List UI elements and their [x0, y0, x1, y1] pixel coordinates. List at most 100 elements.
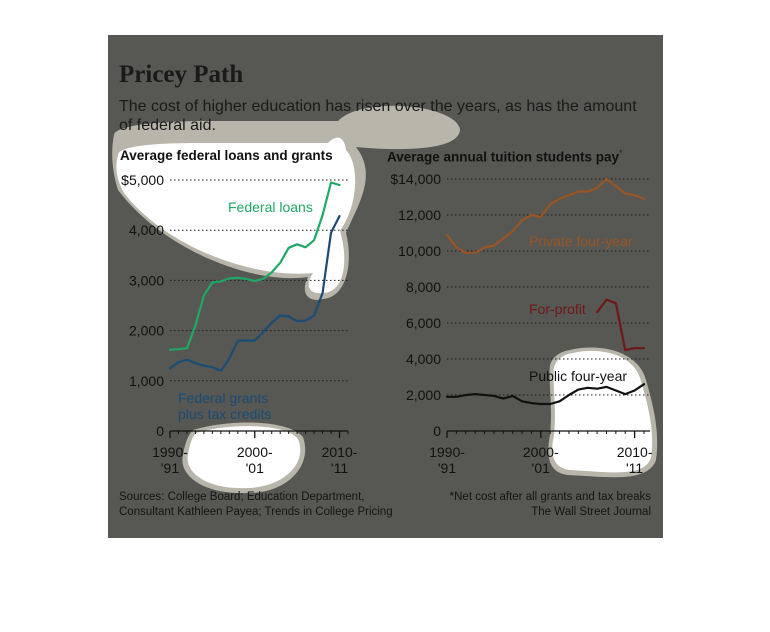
- chart-panel: Pricey Path The cost of higher education…: [108, 35, 663, 538]
- tuition-chart-data-point: [549, 403, 552, 405]
- tuition-chart-data-point: [633, 389, 636, 392]
- loans-chart-data-point: [270, 321, 273, 324]
- credit-text: The Wall Street Journal: [531, 506, 651, 518]
- tuition-chart-series-label: For-profit: [529, 301, 586, 317]
- tuition-chart-data-point: [605, 178, 608, 180]
- loans-chart-data-point: [236, 339, 239, 342]
- loans-chart-title: Average federal loans and grants: [120, 148, 333, 163]
- tuition-chart-data-point: [464, 251, 467, 254]
- loans-chart-x-tick-label: 2010-: [322, 444, 358, 460]
- loans-chart-data-point: [287, 246, 290, 249]
- tuition-chart-y-tick-label: $14,000: [390, 171, 441, 187]
- footnote-credit: *Net cost after all grants and tax break…: [450, 490, 651, 520]
- tuition-footnote-mark: *: [619, 148, 623, 158]
- loans-chart-data-point: [253, 280, 256, 282]
- tuition-chart-data-point: [633, 347, 636, 350]
- tuition-chart-data-point: [643, 347, 645, 350]
- tuition-chart-data-point: [446, 233, 448, 236]
- tuition-chart-x-tick-label: '11: [626, 460, 643, 476]
- highlight-blob: [552, 350, 653, 473]
- loans-chart-data-point: [262, 331, 265, 334]
- tuition-chart-y-tick-label: 10,000: [398, 243, 441, 259]
- loans-chart-data-point: [313, 239, 315, 242]
- tuition-chart-data-point: [596, 387, 598, 390]
- loans-chart-data-point: [194, 362, 197, 365]
- tuition-chart-data-point: [483, 246, 486, 249]
- tuition-chart-data-point: [605, 298, 608, 301]
- loans-chart-data-point: [313, 314, 315, 317]
- tuition-chart-x-tick-label: '01: [532, 460, 550, 476]
- tuition-chart-data-point: [474, 393, 477, 395]
- loans-chart-data-point: [338, 215, 341, 218]
- loans-chart-data-point: [177, 361, 180, 364]
- loans-chart-data-point: [296, 243, 299, 246]
- tuition-chart-data-point: [586, 386, 589, 389]
- loans-chart-data-point: [177, 348, 180, 351]
- loans-chart-series-label: plus tax credits: [178, 406, 271, 422]
- loans-chart-data-point: [321, 292, 324, 294]
- footnote-text: *Net cost after all grants and tax break…: [449, 491, 651, 503]
- loans-chart-y-tick-label: $5,000: [121, 172, 164, 188]
- loans-chart-data-point: [186, 347, 188, 350]
- tuition-chart-data-point: [446, 395, 448, 398]
- tuition-chart-data-point: [483, 394, 486, 396]
- tuition-chart-data-point: [577, 190, 580, 193]
- loans-chart-x-tick-label: '11: [331, 460, 348, 476]
- loans-chart-data-point: [330, 181, 332, 184]
- tuition-chart-data-point: [530, 402, 533, 404]
- sources-line: Consultant Kathleen Payea; Trends in Col…: [119, 506, 393, 518]
- loans-chart-y-tick-label: 1,000: [129, 373, 164, 389]
- tuition-chart-data-point: [493, 244, 495, 247]
- loans-chart-data-point: [304, 246, 307, 249]
- tuition-chart-data-point: [464, 394, 467, 396]
- tuition-chart-data-point: [643, 383, 645, 386]
- tuition-chart-data-point: [521, 219, 523, 222]
- loans-chart-data-point: [304, 319, 307, 322]
- loans-chart-x-tick-label: 1990-: [152, 444, 188, 460]
- loans-chart-data-point: [296, 320, 299, 322]
- tuition-chart-data-point: [455, 395, 458, 398]
- highlight-blobs: [112, 105, 658, 494]
- tuition-chart-data-point: [539, 215, 542, 218]
- loans-chart-data-point: [203, 364, 205, 367]
- tuition-chart-x-tick-label: 2000-: [523, 444, 559, 460]
- loans-chart-data-point: [330, 231, 332, 234]
- loans-chart-y-tick-label: 2,000: [129, 323, 164, 339]
- tuition-chart-title: Average annual tuition students pay*: [387, 148, 623, 165]
- sources-line: Sources: College Board; Education Depart…: [119, 491, 365, 503]
- tuition-chart-series-label: Public four-year: [529, 368, 627, 384]
- tuition-chart-data-point: [521, 400, 523, 403]
- tuition-chart-data-point: [502, 237, 505, 240]
- loans-chart-x-tick-label: 2000-: [237, 444, 273, 460]
- page-title: Pricey Path: [119, 61, 244, 88]
- tuition-chart-data-point: [614, 389, 617, 392]
- tuition-chart-x-tick-label: 1990-: [429, 444, 465, 460]
- loans-chart-data-point: [228, 277, 231, 280]
- tuition-chart-series-label: Private four-year: [529, 233, 633, 249]
- loans-chart-y-tick-label: 4,000: [129, 222, 164, 238]
- loans-chart-series-label: Federal grants: [178, 390, 268, 406]
- tuition-chart-y-tick-label: 0: [433, 423, 441, 439]
- loans-chart-y-tick-label: 0: [156, 423, 164, 439]
- tuition-chart-y-tick-label: 2,000: [406, 387, 441, 403]
- loans-chart-data-point: [228, 357, 231, 360]
- tuition-chart-data-point: [643, 197, 645, 200]
- tuition-chart-data-point: [614, 185, 617, 188]
- loans-chart-title-text: Average federal loans and grants: [120, 148, 333, 163]
- tuition-chart-data-point: [493, 395, 495, 397]
- tuition-chart-data-point: [568, 194, 570, 197]
- loans-chart-data-point: [194, 324, 197, 327]
- tuition-chart-data-point: [530, 214, 533, 216]
- tuition-chart-series-line: [596, 298, 646, 352]
- loans-chart-x-tick-label: '91: [161, 460, 179, 476]
- page-subtitle: The cost of higher education has risen o…: [119, 98, 637, 134]
- tuition-chart-data-point: [586, 190, 589, 193]
- highlight-blob: [187, 426, 301, 489]
- loans-chart-data-point: [211, 281, 214, 284]
- sources-note: Sources: College Board; Education Depart…: [119, 490, 393, 520]
- tuition-chart-data-point: [558, 197, 561, 200]
- tuition-chart-y-tick-label: 4,000: [406, 351, 441, 367]
- tuition-chart-data-point: [624, 349, 627, 351]
- tuition-chart-data-point: [577, 388, 580, 391]
- loans-chart-data-point: [245, 277, 248, 280]
